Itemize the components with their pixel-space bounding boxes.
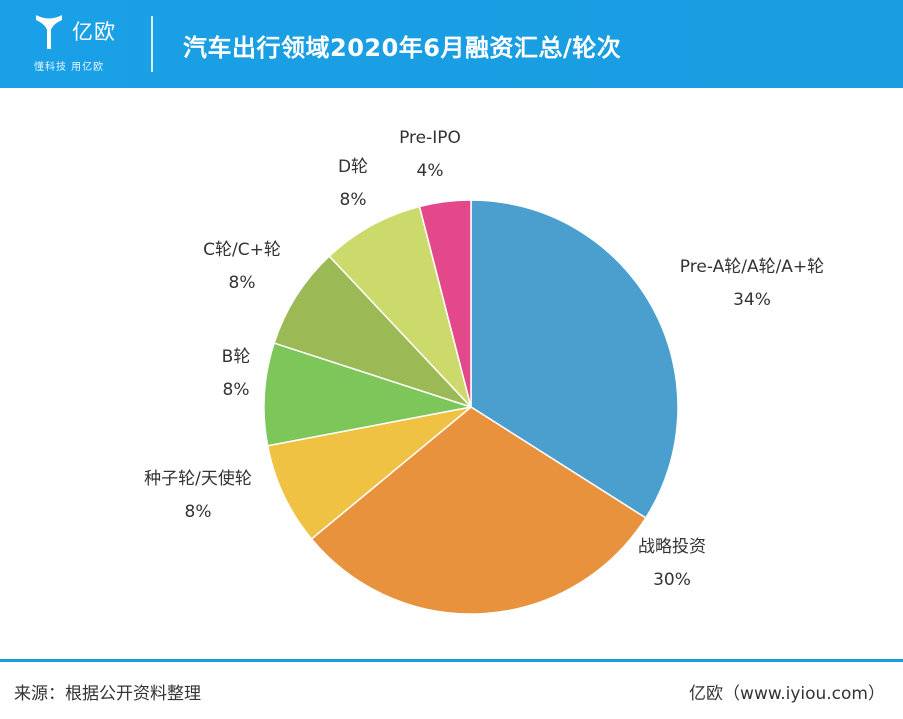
slice-label: B轮 [222,347,251,367]
pie-slice [266,406,472,541]
logo-tagline: 懂科技 用亿欧 [34,62,105,73]
pie-chart: Pre-A轮/A轮/A+轮 34% 战略投资 30% 种子轮/天使轮 8% B轮 8% C轮/C… [144,128,824,615]
slice-value-label: 30% [653,570,691,590]
slice-label: C轮/C+轮 [203,240,281,260]
footer-divider [0,659,903,662]
pie-slice [273,255,472,408]
slice-label: 种子轮/天使轮 [144,468,252,489]
slice-value-label: 4% [417,161,444,181]
pie-slice [470,199,679,519]
slice-value-label: 8% [340,190,367,210]
pie-slice [310,406,647,615]
slice-label: Pre-IPO [399,128,461,148]
pie-slice [263,342,472,447]
pie-slice [418,199,472,408]
pie-slices [263,199,679,615]
page-title: 汽车出行领域2020年6月融资汇总/轮次 [183,34,622,62]
logo: 亿欧 懂科技 用亿欧 [34,12,144,76]
slice-value-label: 34% [733,290,771,310]
footer-source: 来源：根据公开资料整理 [14,684,201,704]
logo-name: 亿欧 [72,20,116,44]
slice-value-label: 8% [229,273,256,293]
slice-value-label: 8% [185,502,212,522]
slice-value-label: 8% [223,380,250,400]
pie-labels: Pre-A轮/A轮/A+轮 34% 战略投资 30% 种子轮/天使轮 8% B轮 8% C轮/C… [144,128,824,590]
header-divider [151,16,153,72]
slice-label: Pre-A轮/A轮/A+轮 [680,257,824,277]
logo-mark-icon [36,15,62,49]
footer-site: 亿欧（www.iyiou.com） [689,684,885,704]
header-bar: 亿欧 懂科技 用亿欧 汽车出行领域2020年6月融资汇总/轮次 [0,0,903,88]
slice-label: 战略投资 [638,537,706,557]
pie-slice [328,205,472,408]
slice-label: D轮 [338,157,368,177]
